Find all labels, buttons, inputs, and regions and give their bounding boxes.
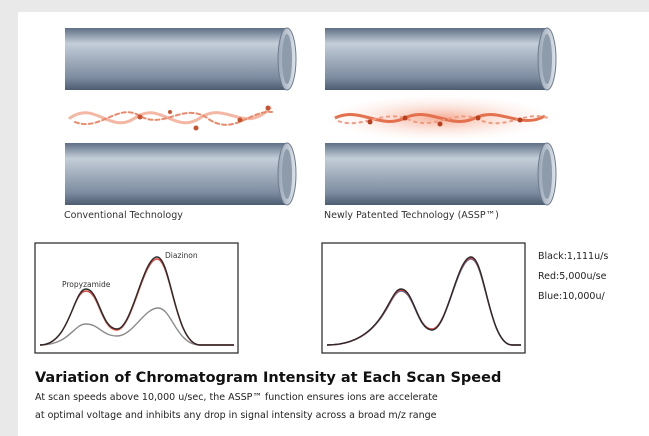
- caption: Newly Patented Technology (ASSP™): [324, 210, 499, 221]
- section-title: Variation of Chromatogram Intensity at E…: [35, 370, 501, 386]
- ion-path-assp: [325, 95, 555, 141]
- tube: [324, 142, 557, 206]
- tube: [64, 27, 297, 91]
- chromatogram-assp: [326, 256, 521, 346]
- tube: [324, 27, 557, 91]
- legend-entry: Black:1,111u/s: [538, 251, 608, 262]
- peak-label: Propyzamide: [62, 280, 111, 289]
- legend-entry: Red:5,000u/se: [538, 271, 607, 282]
- body-text: at optimal voltage and inhibits any drop…: [35, 410, 437, 421]
- ion-path-conventional: [68, 105, 273, 131]
- chromatogram-box: [321, 242, 526, 354]
- peak-label: Diazinon: [165, 251, 198, 260]
- legend-entry: Blue:10,000u/: [538, 291, 605, 302]
- chromatogram-conventional: [39, 256, 234, 346]
- caption: Conventional Technology: [64, 210, 183, 221]
- tube: [64, 142, 297, 206]
- body-text: At scan speeds above 10,000 u/sec, the A…: [35, 392, 438, 403]
